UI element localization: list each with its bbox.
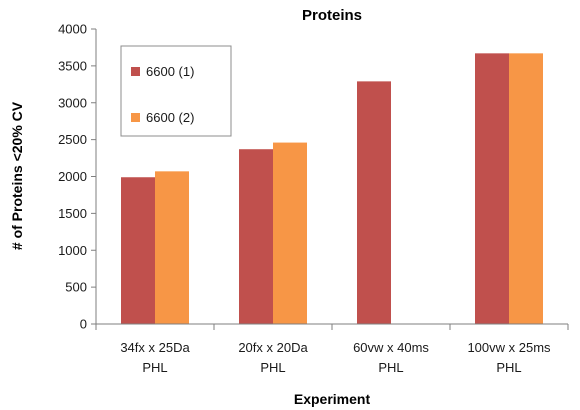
y-axis-title: # of Proteins <20% CV (9, 101, 25, 250)
bar-series-1 (475, 53, 509, 325)
y-tick-label: 2500 (58, 132, 87, 147)
y-tick-label: 1000 (58, 243, 87, 258)
legend-swatch-series-2 (131, 113, 140, 122)
legend-label-series-1: 6600 (1) (146, 64, 194, 79)
x-category-label: 20fx x 20Da (238, 340, 308, 355)
y-tick-label: 3000 (58, 95, 87, 110)
x-axis-title: Experiment (294, 391, 371, 407)
bar-series-2 (509, 53, 543, 325)
bars (121, 53, 543, 325)
x-category-label: 60vw x 40ms (353, 340, 429, 355)
legend-label-series-2: 6600 (2) (146, 110, 194, 125)
y-axis-ticks: 0 500 1000 1500 2000 2500 3000 3500 4000 (58, 22, 96, 332)
bar-series-1 (357, 81, 391, 324)
chart-title: Proteins (302, 7, 362, 24)
bar-series-2 (155, 171, 189, 324)
legend-swatch-series-1 (131, 67, 140, 76)
y-tick-label: 500 (65, 280, 87, 295)
x-category-label: PHL (142, 360, 167, 375)
bar-series-1 (239, 149, 273, 324)
x-category-label: 100vw x 25ms (467, 340, 551, 355)
y-tick-label: 4000 (58, 22, 87, 37)
y-tick-label: 2000 (58, 169, 87, 184)
axes (95, 29, 569, 330)
y-tick-label: 0 (80, 317, 87, 332)
x-category-label: PHL (378, 360, 403, 375)
bar-series-1 (121, 177, 155, 324)
bar-series-2 (273, 142, 307, 324)
x-axis-categories: 34fx x 25Da PHL 20fx x 20Da PHL 60vw x 40ms P… (120, 340, 551, 375)
legend: 6600 (1) 6600 (2) (120, 45, 232, 137)
x-category-label: PHL (496, 360, 521, 375)
x-category-label: 34fx x 25Da (120, 340, 190, 355)
y-tick-label: 3500 (58, 58, 87, 73)
y-tick-label: 1500 (58, 206, 87, 221)
x-category-label: PHL (260, 360, 285, 375)
